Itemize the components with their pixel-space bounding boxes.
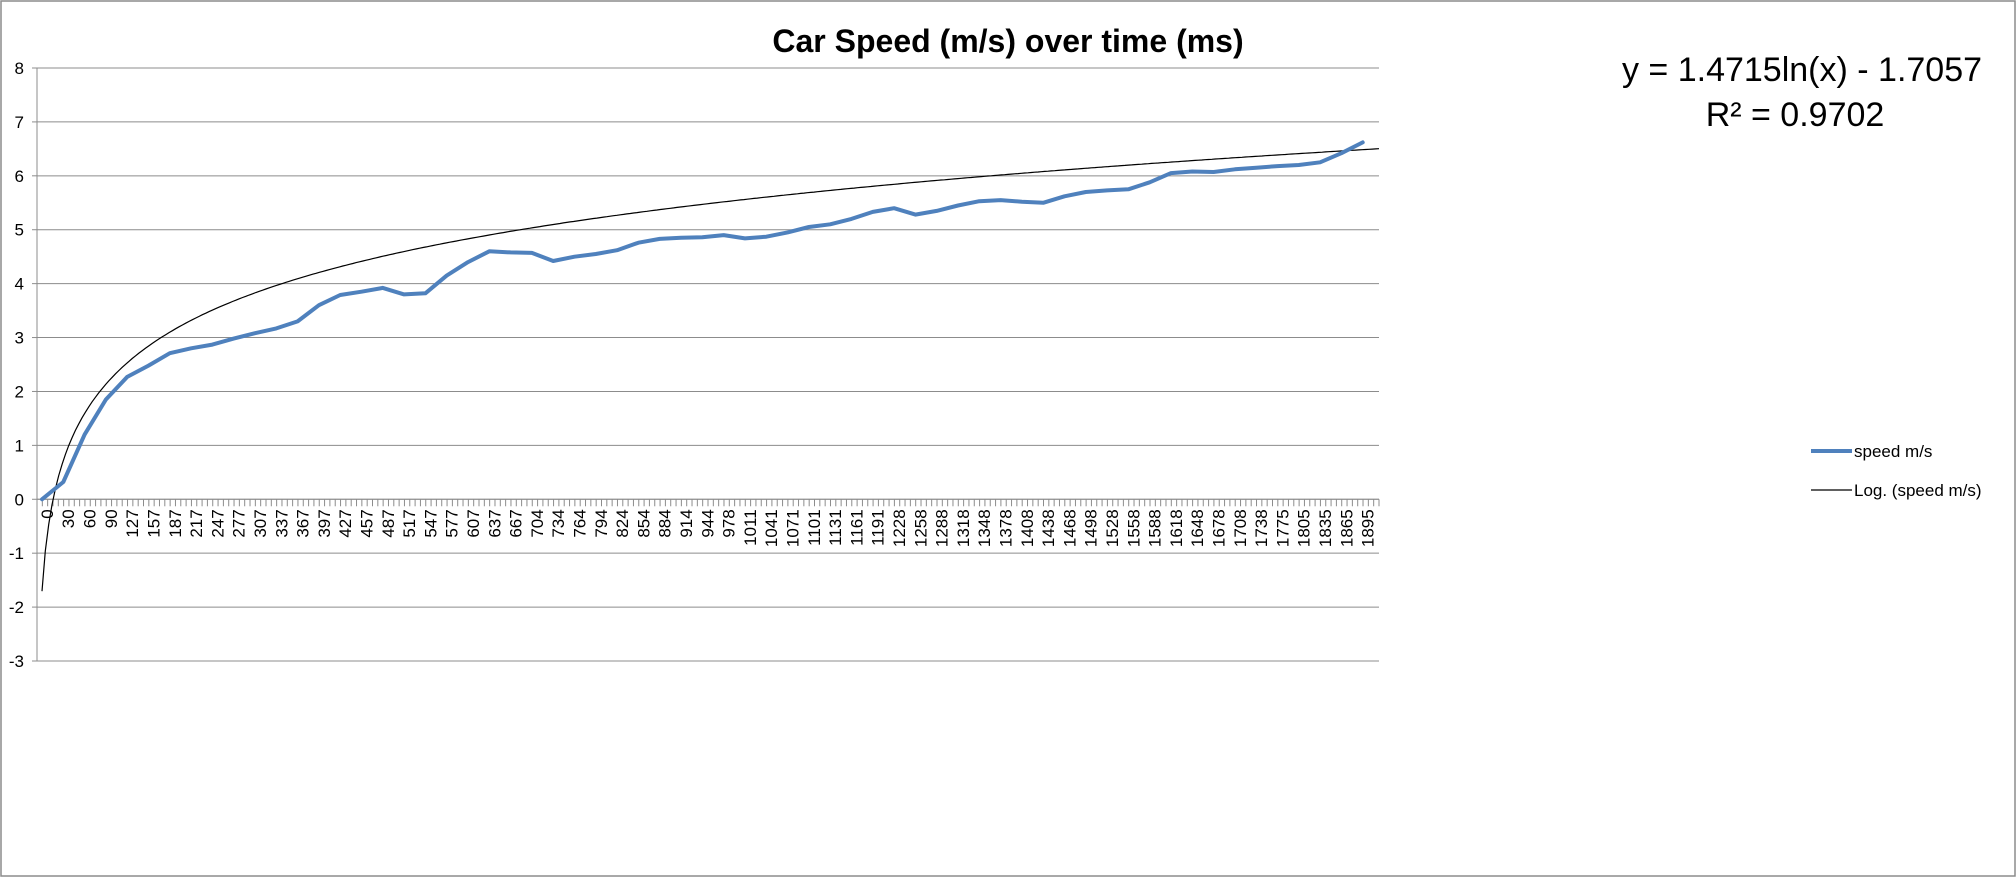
x-tick-label: 1131 xyxy=(826,509,845,546)
x-tick-label: 277 xyxy=(230,509,249,537)
x-tick-label: 1228 xyxy=(890,509,909,547)
x-tick-label: 427 xyxy=(336,509,355,537)
y-tick-label: 0 xyxy=(15,490,24,509)
x-tick-label: 1895 xyxy=(1359,509,1378,547)
x-tick-label: 367 xyxy=(294,509,313,537)
y-tick-label: 3 xyxy=(15,329,24,348)
x-tick-label: 1498 xyxy=(1082,509,1101,547)
x-tick-label: 547 xyxy=(421,509,440,537)
x-tick-label: 1101 xyxy=(805,509,824,546)
x-tick-label: 1191 xyxy=(869,509,888,546)
x-tick-label: 60 xyxy=(81,509,100,528)
x-tick-label: 978 xyxy=(720,509,739,537)
x-tick-label: 1348 xyxy=(975,509,994,547)
y-tick-label: -1 xyxy=(9,544,24,563)
x-tick-label: 127 xyxy=(123,509,142,537)
x-tick-label: 1805 xyxy=(1295,509,1314,547)
y-tick-label: 2 xyxy=(15,382,24,401)
trendline-r-squared: R² = 0.9702 xyxy=(1706,96,1885,134)
x-tick-label: 30 xyxy=(59,509,78,528)
trendline-equation: y = 1.4715ln(x) - 1.7057 xyxy=(1622,51,1982,89)
x-tick-label: 1738 xyxy=(1252,509,1271,547)
x-tick-label: 1378 xyxy=(997,509,1016,547)
series-layer xyxy=(40,140,1365,502)
x-tick-label: 1558 xyxy=(1124,509,1143,547)
x-tick-label: 217 xyxy=(187,509,206,537)
x-tick-label: 1588 xyxy=(1146,509,1165,547)
x-tick-label: 1468 xyxy=(1060,509,1079,547)
x-tick-label: 247 xyxy=(208,509,227,537)
x-tick-label: 1618 xyxy=(1167,509,1186,547)
x-tick-label: 487 xyxy=(379,509,398,537)
x-tick-label: 914 xyxy=(677,509,696,537)
x-tick-label: 1835 xyxy=(1316,509,1335,547)
x-tick-label: 1318 xyxy=(954,509,973,547)
x-tick-label: 1708 xyxy=(1231,509,1250,547)
y-tick-label: 1 xyxy=(15,436,24,455)
gridlines xyxy=(32,67,1379,662)
x-tick-label: 1041 xyxy=(762,509,781,547)
x-tick-label: 397 xyxy=(315,509,334,537)
x-tick-label: 337 xyxy=(272,509,291,537)
x-tick-label: 457 xyxy=(357,509,376,537)
y-tick-label: 8 xyxy=(15,59,24,78)
x-tick-label: 667 xyxy=(507,509,526,537)
x-tick-label: 577 xyxy=(443,509,462,537)
x-tick-label: 517 xyxy=(400,509,419,537)
y-tick-label: -2 xyxy=(9,598,24,617)
legend-label-trendline: Log. (speed m/s) xyxy=(1854,481,1982,500)
y-tick-label: 7 xyxy=(15,113,24,132)
trendline-layer xyxy=(41,148,1380,592)
x-tick-label: 1288 xyxy=(933,509,952,547)
x-tick-label: 704 xyxy=(528,509,547,537)
x-tick-label: 1775 xyxy=(1273,509,1292,547)
x-tick-label: 307 xyxy=(251,509,270,537)
x-tick-label: 90 xyxy=(102,509,121,528)
y-tick-label: 6 xyxy=(15,167,24,186)
x-tick-label: 944 xyxy=(698,509,717,537)
x-tick-label: 187 xyxy=(166,509,185,537)
x-tick-label: 884 xyxy=(656,509,675,537)
x-tick-label: 1011 xyxy=(741,509,760,546)
x-tick-label: 1258 xyxy=(911,509,930,547)
series-line-trendline xyxy=(41,148,1380,592)
y-tick-label: 5 xyxy=(15,221,24,240)
y-tick-label: 4 xyxy=(15,275,24,294)
x-tick-label: 824 xyxy=(613,509,632,537)
legend-label-speed: speed m/s xyxy=(1854,442,1932,461)
x-tick-label: 637 xyxy=(485,509,504,537)
legend: speed m/s Log. (speed m/s) xyxy=(1811,442,1982,500)
x-tick-label: 1408 xyxy=(1018,509,1037,547)
x-tick-label: 734 xyxy=(549,509,568,537)
x-tick-label: 1528 xyxy=(1103,509,1122,547)
x-tick-label: 157 xyxy=(144,509,163,537)
x-tick-label: 1438 xyxy=(1039,509,1058,547)
x-tick-label: 1071 xyxy=(784,509,803,547)
x-tick-label: 1161 xyxy=(847,509,866,546)
x-tick-label: 0 xyxy=(38,509,57,518)
x-tick-label: 1678 xyxy=(1210,509,1229,547)
x-tick-label: 854 xyxy=(634,509,653,537)
x-tick-label: 1865 xyxy=(1337,509,1356,547)
x-tick-label: 607 xyxy=(464,509,483,537)
x-tick-label: 764 xyxy=(570,509,589,537)
x-tick-label: 1648 xyxy=(1188,509,1207,547)
x-tick-label: 794 xyxy=(592,509,611,537)
chart-title: Car Speed (m/s) over time (ms) xyxy=(772,23,1243,59)
y-tick-label: -3 xyxy=(9,652,24,671)
